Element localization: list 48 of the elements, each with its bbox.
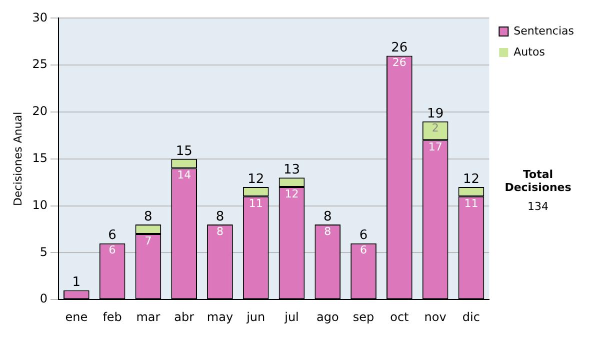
total-label: 19 bbox=[427, 106, 444, 122]
total-label: 6 bbox=[108, 228, 116, 244]
data-label: 2 bbox=[432, 122, 439, 135]
y-tick-label: 10 bbox=[32, 198, 48, 212]
data-label: 8 bbox=[324, 224, 332, 238]
total-label: 8 bbox=[144, 209, 152, 224]
data-label: 26 bbox=[392, 56, 406, 70]
y-tick-label: 25 bbox=[32, 57, 48, 72]
x-tick-label: ene bbox=[65, 310, 88, 324]
total-label: 12 bbox=[248, 172, 264, 187]
x-tick-label: oct bbox=[390, 310, 410, 324]
total-label: 26 bbox=[391, 40, 408, 56]
data-label: 6 bbox=[108, 244, 116, 257]
x-tick-label: jul bbox=[284, 310, 299, 324]
data-label: 6 bbox=[360, 244, 368, 257]
data-label: 17 bbox=[428, 140, 442, 154]
data-label: 11 bbox=[248, 196, 263, 210]
total-label: 8 bbox=[324, 209, 332, 224]
total-label: 1 bbox=[72, 275, 81, 290]
total-label: 6 bbox=[359, 228, 368, 244]
data-label: 12 bbox=[284, 187, 299, 200]
total-label: 8 bbox=[216, 209, 224, 224]
legend-label: Autos bbox=[514, 45, 546, 58]
y-tick-label: 5 bbox=[40, 244, 48, 259]
x-tick-label: mar bbox=[136, 310, 160, 324]
x-tick-label: sep bbox=[352, 310, 374, 324]
x-tick-label: dic bbox=[462, 310, 480, 324]
data-label: 8 bbox=[216, 224, 224, 238]
x-tick-label: nov bbox=[424, 310, 446, 324]
y-tick-label: 0 bbox=[40, 292, 48, 306]
x-tick-label: jun bbox=[246, 310, 266, 324]
total-label: 12 bbox=[462, 172, 480, 187]
data-label: 7 bbox=[144, 234, 152, 248]
x-tick-label: may bbox=[206, 310, 234, 324]
legend-label: Sentencias bbox=[514, 24, 574, 38]
x-tick-label: feb bbox=[102, 310, 122, 324]
x-tick-label: ago bbox=[316, 310, 339, 324]
y-tick-label: 15 bbox=[32, 151, 48, 166]
data-label: 11 bbox=[464, 196, 478, 210]
y-tick-label: 30 bbox=[32, 10, 48, 24]
x-tick-label: abr bbox=[174, 310, 194, 324]
data-label: 14 bbox=[177, 168, 192, 182]
y-tick-label: 20 bbox=[32, 104, 48, 118]
text: 134 bbox=[526, 200, 550, 213]
text: Total Decisiones bbox=[504, 168, 572, 194]
total-label: 13 bbox=[283, 162, 300, 178]
total-label: 15 bbox=[176, 144, 192, 159]
y-axis-title: Decisiones Anual bbox=[11, 112, 24, 206]
